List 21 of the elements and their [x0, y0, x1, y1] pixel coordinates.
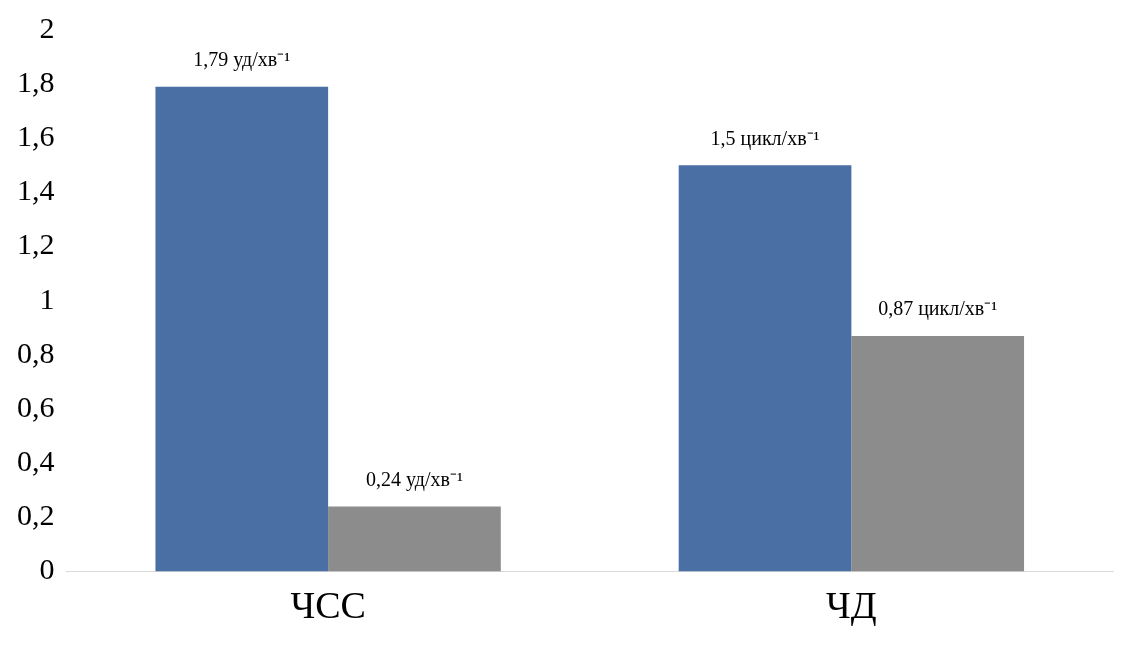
bar [328, 506, 501, 572]
data-label: 0,24 уд/хв⁻¹ [366, 467, 463, 491]
y-tick-label: 1,2 [17, 227, 55, 261]
y-tick-label: 0,8 [17, 335, 55, 369]
y-tick-label: 2 [39, 10, 55, 44]
y-tick-label: 1 [39, 281, 55, 315]
x-tick-label: ЧСС [290, 584, 366, 627]
bar [155, 86, 329, 572]
bar [851, 335, 1025, 572]
y-tick-label: 0,4 [17, 443, 55, 477]
x-tick-label: ЧД [826, 584, 877, 627]
y-tick-label: 0,2 [17, 498, 55, 532]
data-label: 0,87 цикл/хв⁻¹ [878, 297, 998, 321]
y-tick-label: 0,6 [17, 389, 55, 423]
y-tick-label: 1,8 [17, 65, 55, 99]
y-tick-label: 0 [39, 552, 55, 586]
bar [678, 165, 852, 572]
y-tick-label: 1,4 [17, 173, 55, 207]
data-label: 1,79 уд/хв⁻¹ [193, 48, 291, 72]
data-label: 1,5 цикл/хв⁻¹ [710, 126, 820, 150]
y-tick-label: 1,6 [17, 119, 55, 153]
